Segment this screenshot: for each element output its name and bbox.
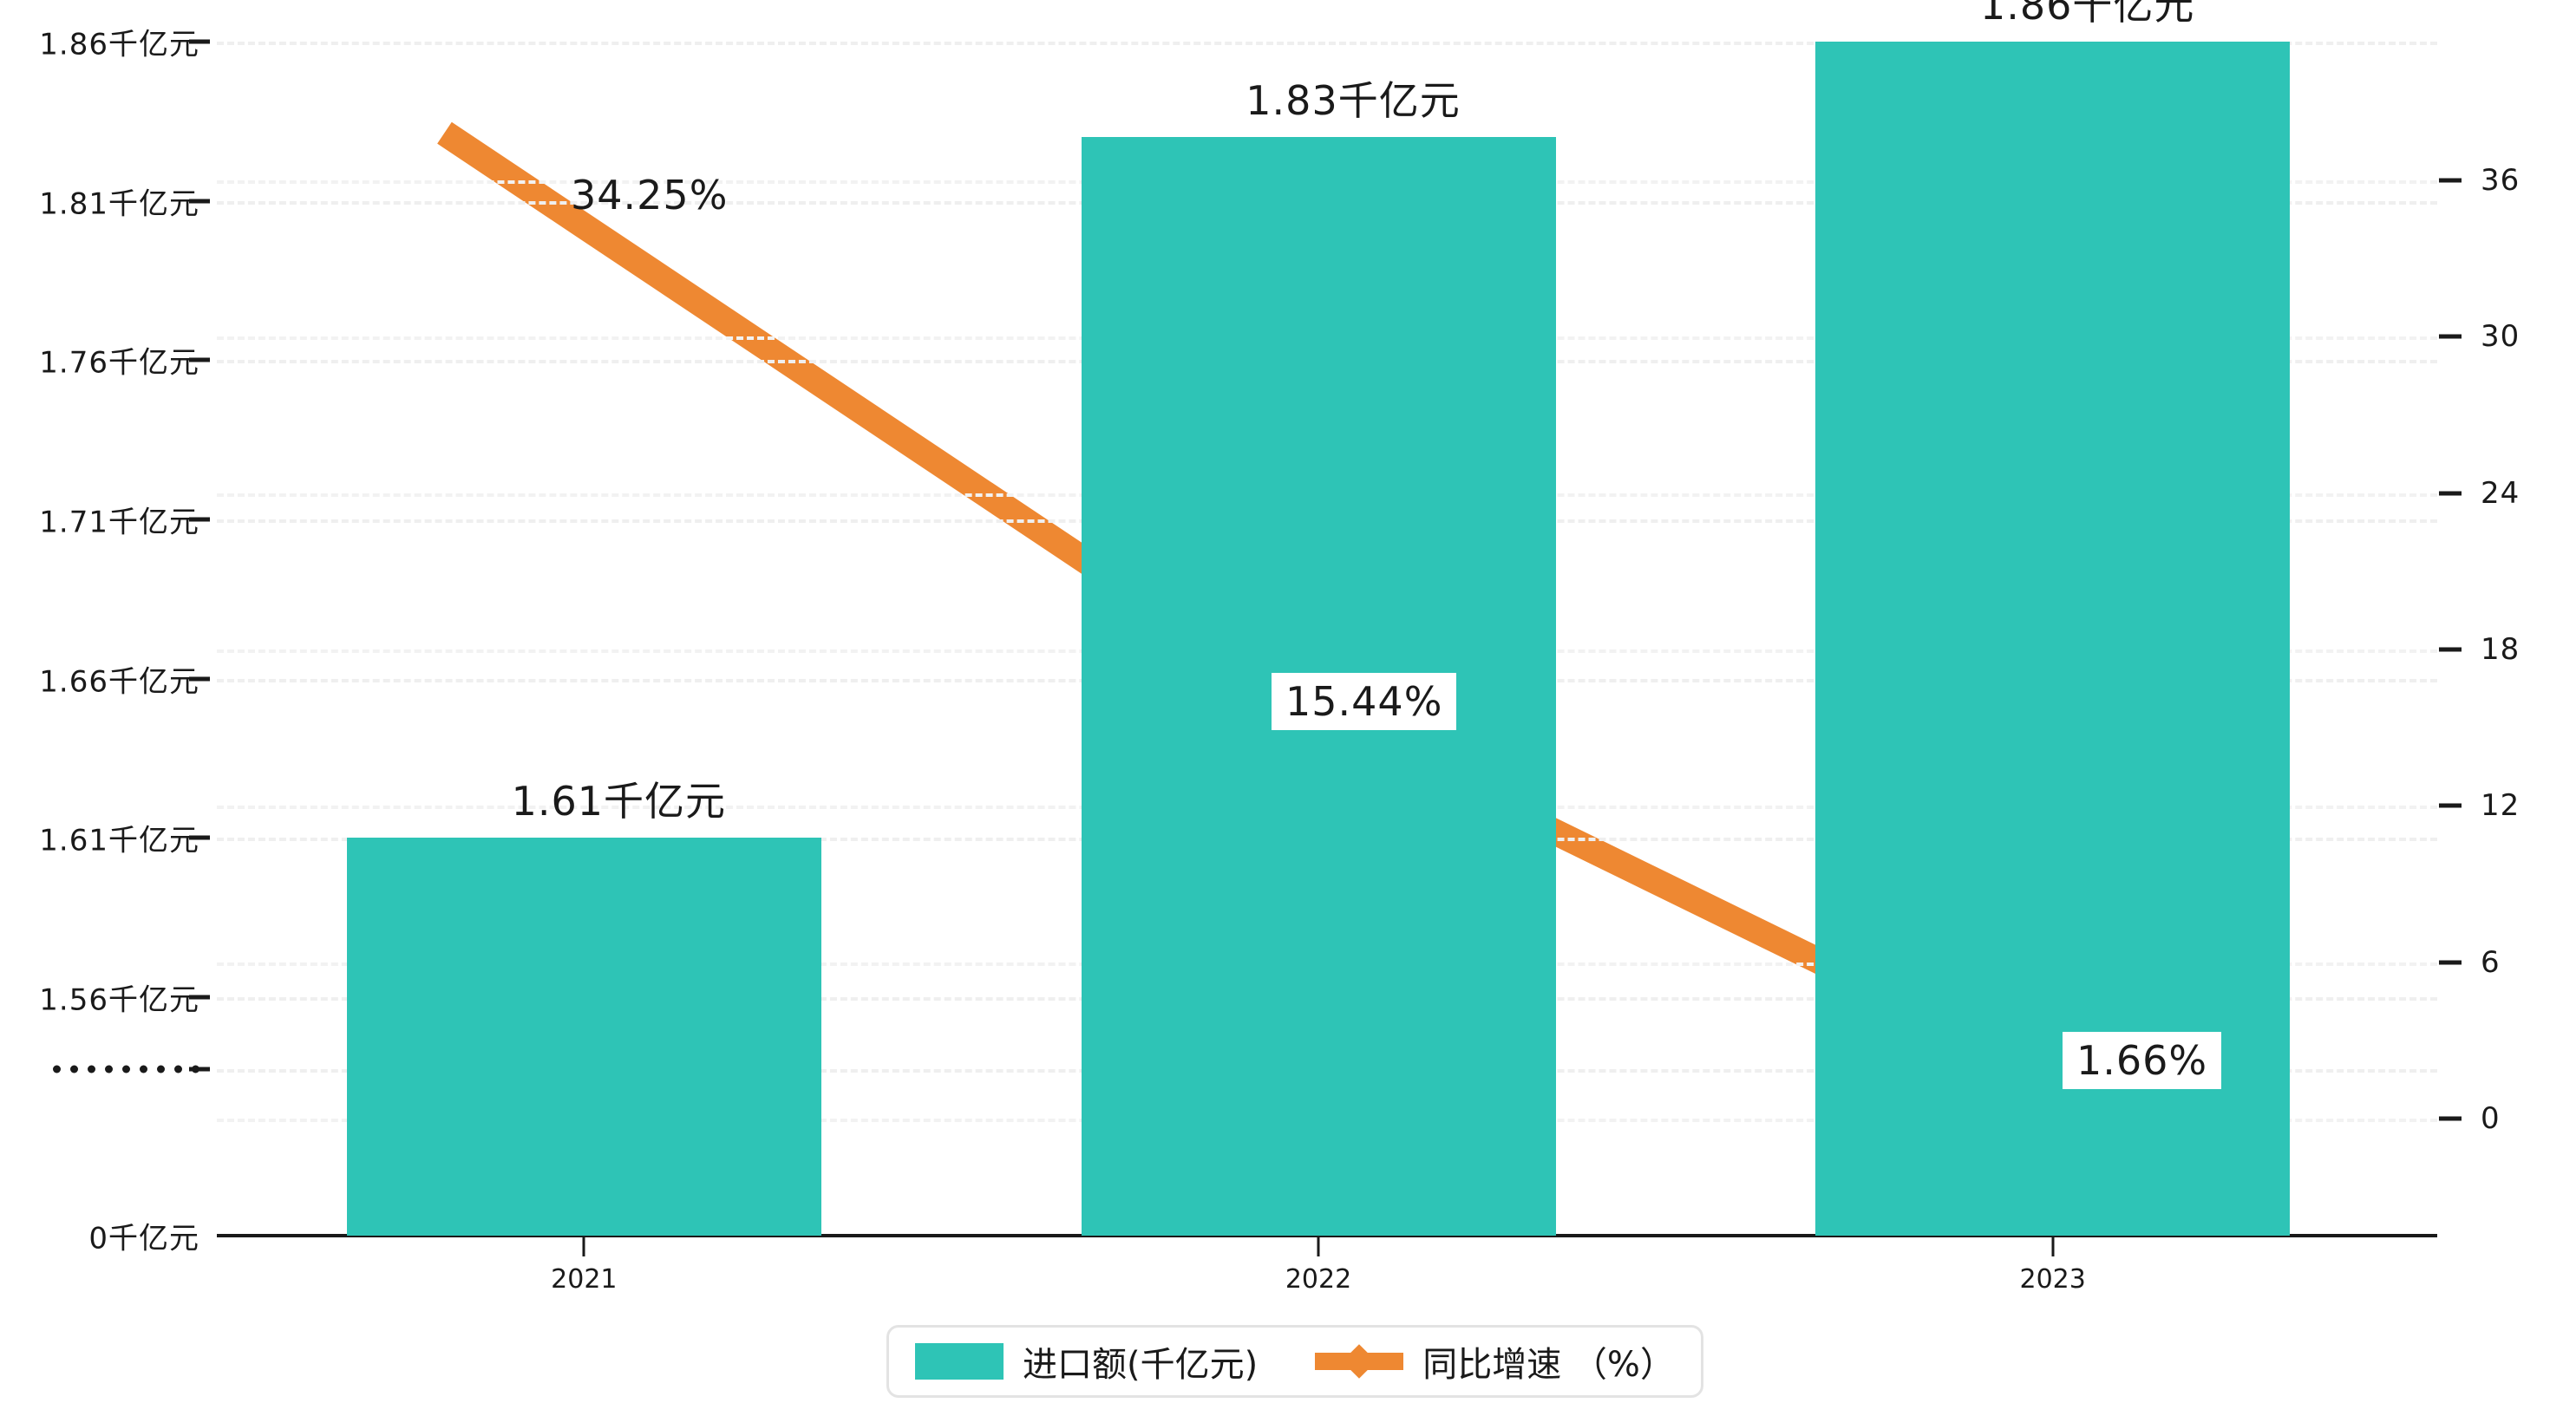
x-axis-tick-label-2022: 2022 (1285, 1264, 1352, 1295)
y-axis-left-tick-label: 1.61千亿元 (39, 823, 199, 858)
legend-item-label: 同比增速 （%） (1422, 1345, 1675, 1385)
y-axis-left-tick-mark (189, 39, 210, 44)
y-axis-left-tick-mark (189, 199, 210, 204)
gridline-left (217, 42, 2437, 45)
chart-legend: 进口额(千亿元) 同比增速 （%） (886, 1325, 1703, 1398)
legend-item-growth-rate[interactable]: 同比增速 （%） (1315, 1336, 1675, 1387)
y-axis-right-tick-mark (2439, 1116, 2462, 1121)
y-axis-right-tick-label: 12 (2481, 788, 2520, 824)
y-axis-left-tick-label: 1.66千亿元 (39, 664, 199, 700)
x-axis-tick-mark (582, 1237, 585, 1256)
y-axis-right-tick-label: 0 (2481, 1101, 2501, 1136)
y-axis-right-tick-label: 30 (2481, 319, 2520, 355)
y-axis-left-tick-mark (189, 357, 210, 362)
x-axis-line (217, 1234, 2437, 1237)
legend-item-import-value[interactable]: 进口额(千亿元) (915, 1336, 1258, 1387)
x-axis-tick-label-2021: 2021 (551, 1264, 618, 1295)
y-axis-left-tick-mark (189, 517, 210, 522)
y-axis-right-tick-label: 18 (2481, 632, 2520, 667)
y-axis-right-tick-mark (2439, 491, 2462, 496)
line-value-label: 34.25% (571, 172, 729, 219)
legend-item-label: 进口额(千亿元) (1023, 1345, 1259, 1385)
bar-value-label: 1.83千亿元 (1246, 77, 1461, 125)
y-axis-left-tick-label: 1.86千亿元 (39, 27, 199, 62)
y-axis-break-indicator (53, 1065, 199, 1073)
y-axis-left-tick-label: 1.81千亿元 (39, 186, 199, 222)
y-axis-right-tick-mark (2439, 960, 2462, 965)
y-axis-left-tick-mark (189, 1067, 210, 1072)
line-value-label: 1.66% (2063, 1032, 2222, 1089)
y-axis-left-tick-mark (189, 835, 210, 840)
y-axis-left-tick-label: 1.56千亿元 (39, 982, 199, 1018)
y-axis-left-tick-label: 1.71千亿元 (39, 505, 199, 540)
legend-line-diamond-icon (1315, 1343, 1404, 1380)
x-axis-tick-mark (1317, 1237, 1320, 1256)
y-axis-right-tick-mark (2439, 803, 2462, 808)
y-axis-right-tick-mark (2439, 647, 2462, 652)
y-axis-right-tick-mark (2439, 178, 2462, 183)
y-axis-left-tick-mark (189, 676, 210, 682)
line-value-label: 15.44% (1272, 673, 1457, 730)
legend-bar-swatch-icon (915, 1343, 1004, 1380)
y-axis-left-tick-label: 1.76千亿元 (39, 345, 199, 381)
y-axis-right-tick-label: 6 (2481, 944, 2501, 980)
bar-2021[interactable] (346, 838, 821, 1236)
bar-value-label: 1.86千亿元 (1979, 0, 2195, 29)
y-axis-left-tick-mark (189, 995, 210, 1000)
y-axis-right-tick-label: 36 (2481, 163, 2520, 198)
bar-value-label: 1.61千亿元 (511, 778, 727, 825)
y-axis-left-tick-label: 0千亿元 (88, 1221, 199, 1256)
x-axis-tick-label-2023: 2023 (2019, 1264, 2086, 1295)
y-axis-right-tick-label: 24 (2481, 475, 2520, 511)
x-axis-tick-mark (2051, 1237, 2055, 1256)
y-axis-right-tick-mark (2439, 334, 2462, 339)
